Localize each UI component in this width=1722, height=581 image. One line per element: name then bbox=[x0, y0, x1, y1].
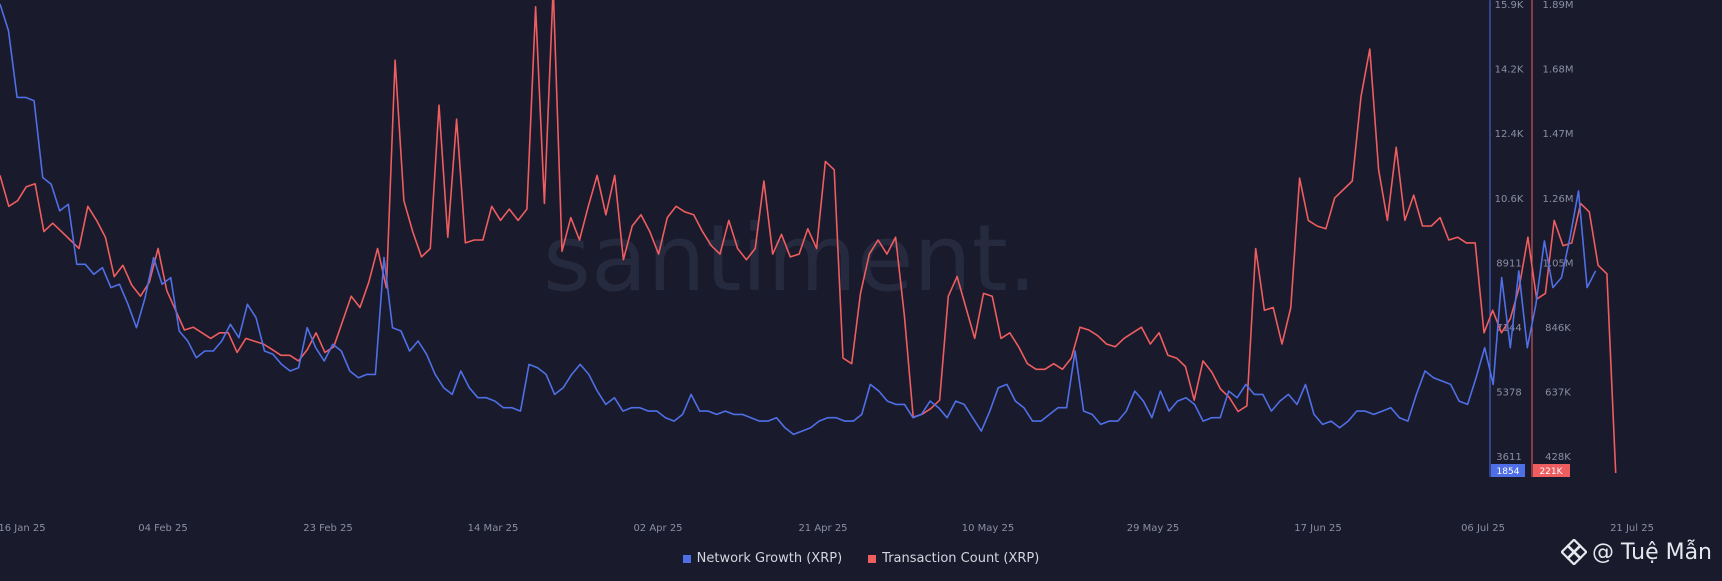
x-axis-tick-label: 04 Feb 25 bbox=[138, 523, 188, 534]
author-credit: @ Tuệ Mẫn bbox=[1561, 539, 1712, 565]
x-axis-tick-label: 21 Apr 25 bbox=[798, 523, 847, 534]
left-axis-tick-label: 15.9K bbox=[1495, 0, 1524, 11]
watermark: santiment. bbox=[543, 205, 1037, 312]
legend-item-transaction-count[interactable]: Transaction Count (XRP) bbox=[868, 551, 1039, 566]
x-axis-tick-label: 10 May 25 bbox=[962, 523, 1014, 534]
badge-network-growth: 1854 bbox=[1491, 464, 1525, 477]
badge-bg-network-growth bbox=[1491, 464, 1525, 477]
badge-value-network-growth: 1854 bbox=[1497, 467, 1520, 477]
x-axis-tick-label: 02 Apr 25 bbox=[633, 523, 682, 534]
series-lines bbox=[0, 0, 1617, 474]
x-axis-tick-label: 06 Jul 25 bbox=[1461, 523, 1505, 534]
legend-label-network-growth: Network Growth (XRP) bbox=[696, 551, 843, 566]
badge-value-transaction-count: 221K bbox=[1539, 467, 1563, 477]
left-axis-tick-label: 3611 bbox=[1496, 452, 1521, 463]
left-axis: 15.9K 14.2K 12.4K 10.6K 8911 7144 5378 3611 bbox=[1489, 0, 1524, 477]
series-line-network-growth bbox=[0, 3, 1597, 436]
legend-swatch-network-growth bbox=[682, 554, 691, 563]
left-axis-tick-label: 10.6K bbox=[1495, 194, 1524, 205]
legend-label-transaction-count: Transaction Count (XRP) bbox=[882, 551, 1040, 566]
x-axis-tick-label: 16 Jan 25 bbox=[0, 523, 46, 534]
left-axis-tick-label: 14.2K bbox=[1495, 65, 1524, 76]
x-axis-tick-label: 29 May 25 bbox=[1127, 523, 1179, 534]
x-axis-tick-label: 21 Jul 25 bbox=[1610, 523, 1654, 534]
right-axis-tick-label: 428K bbox=[1545, 452, 1571, 463]
current-value-badges: 1854 221K bbox=[1491, 464, 1570, 477]
right-axis-tick-label: 1.26M bbox=[1543, 194, 1574, 205]
badge-transaction-count: 221K bbox=[1533, 464, 1570, 477]
series-line-transaction-count bbox=[0, 0, 1617, 474]
left-axis-tick-label: 12.4K bbox=[1495, 129, 1524, 140]
left-axis-tick-label: 8911 bbox=[1496, 258, 1521, 269]
x-axis-ticks: 16 Jan 25 04 Feb 25 23 Feb 25 14 Mar 25 02 A… bbox=[0, 523, 1654, 534]
right-axis-tick-label: 1.89M bbox=[1543, 0, 1574, 11]
binance-diamond-icon bbox=[1561, 539, 1588, 565]
right-axis: 1.89M 1.68M 1.47M 1.26M 1.05M 846K 637K 428K bbox=[1531, 0, 1574, 477]
x-axis-tick-label: 17 Jun 25 bbox=[1294, 523, 1341, 534]
x-axis-tick-label: 14 Mar 25 bbox=[468, 523, 519, 534]
legend-swatch-transaction-count bbox=[868, 554, 877, 563]
x-axis-tick-label: 23 Feb 25 bbox=[303, 523, 353, 534]
badge-bg-transaction-count bbox=[1533, 464, 1570, 477]
right-axis-tick-label: 637K bbox=[1545, 388, 1571, 399]
legend-item-network-growth[interactable]: Network Growth (XRP) bbox=[682, 551, 843, 566]
left-axis-tick-label: 7144 bbox=[1496, 323, 1521, 334]
legend: Network Growth (XRP) Transaction Count (… bbox=[0, 551, 1722, 566]
credit-handle: @ Tuệ Mẫn bbox=[1592, 539, 1712, 565]
right-axis-tick-label: 1.68M bbox=[1543, 65, 1574, 76]
left-axis-tick-label: 5378 bbox=[1496, 388, 1521, 399]
right-axis-tick-label: 1.47M bbox=[1543, 129, 1574, 140]
right-axis-tick-label: 846K bbox=[1545, 323, 1571, 334]
right-axis-tick-label: 1.05M bbox=[1543, 258, 1574, 269]
